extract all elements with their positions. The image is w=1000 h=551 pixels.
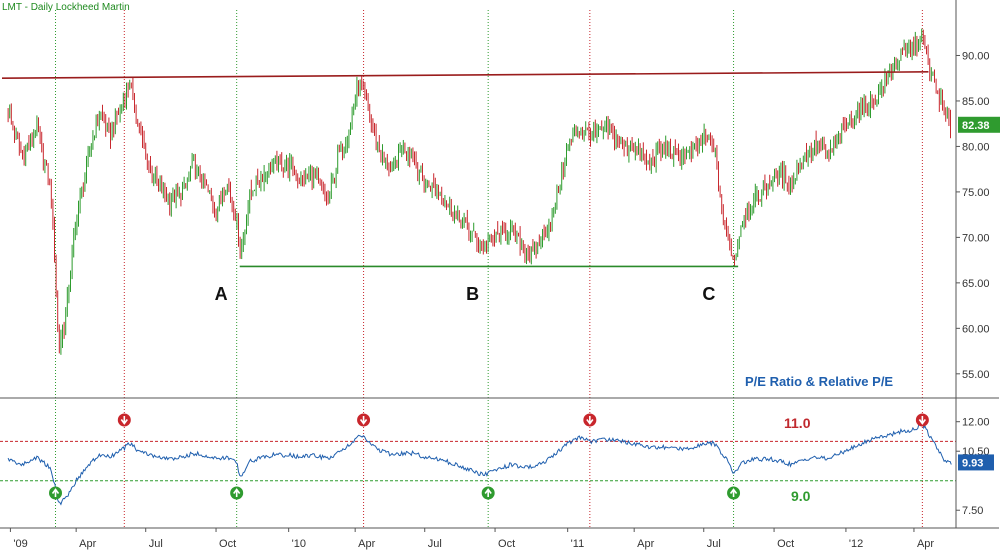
pattern-point-label: A <box>215 284 228 304</box>
price-tick-label: 80.00 <box>962 141 990 153</box>
time-tick-label: Oct <box>498 538 515 550</box>
resistance-line <box>1 71 929 80</box>
sell-signal-marker <box>117 413 131 427</box>
time-tick-label: '09 <box>13 538 27 550</box>
pe-legend-label: P/E Ratio & Relative P/E <box>745 374 893 389</box>
pattern-point-label: C <box>702 284 715 304</box>
time-tick-label: '10 <box>292 538 306 550</box>
last-pe-badge <box>958 454 994 471</box>
sell-signal-marker <box>583 413 597 427</box>
time-tick-label: '11 <box>571 538 585 550</box>
time-tick-label: Jul <box>149 538 163 550</box>
chart-title: LMT - Daily Lockheed Martin <box>2 2 130 13</box>
buy-signal-marker <box>49 486 63 500</box>
lower-pe-level-label: 9.0 <box>791 488 811 504</box>
time-tick-label: '12 <box>849 538 863 550</box>
pe-ratio-line <box>7 420 952 506</box>
pattern-point-label: B <box>466 284 479 304</box>
pe-panel <box>0 413 956 506</box>
down-arrow-icon <box>359 416 368 425</box>
sell-signal-marker <box>915 413 929 427</box>
time-tick-label: Apr <box>79 538 96 550</box>
down-arrow-icon <box>120 416 128 425</box>
price-tick-label: 55.00 <box>962 369 990 381</box>
price-tick-label: 70.00 <box>962 232 990 244</box>
time-tick-label: Jul <box>707 538 721 550</box>
time-tick-label: Apr <box>917 538 934 550</box>
up-arrow-icon <box>51 488 60 497</box>
up-arrow-icon <box>484 488 492 497</box>
time-tick-label: Apr <box>358 538 375 550</box>
price-panel: A B C <box>1 28 952 355</box>
down-arrow-icon <box>586 416 594 425</box>
down-arrow-icon <box>918 416 927 425</box>
pe-tick-label: 12.00 <box>962 417 990 429</box>
price-tick-label: 65.00 <box>962 278 990 290</box>
buy-signal-marker <box>230 486 244 500</box>
price-tick-label: 75.00 <box>962 187 990 199</box>
last-price-badge <box>958 116 1000 133</box>
price-tick-label: 85.00 <box>962 96 990 108</box>
up-arrow-icon <box>729 488 738 497</box>
time-tick-label: Oct <box>777 538 794 550</box>
time-tick-label: Apr <box>637 538 654 550</box>
sell-signal-marker <box>357 413 371 427</box>
buy-signal-marker <box>481 486 495 500</box>
vertical-signal-lines <box>55 10 923 528</box>
up-arrow-icon <box>233 488 241 497</box>
time-tick-label: Oct <box>219 538 236 550</box>
pe-tick-label: 7.50 <box>962 505 983 517</box>
time-tick-label: Jul <box>428 538 442 550</box>
upper-pe-level-label: 11.0 <box>784 415 811 431</box>
price-tick-label: 60.00 <box>962 323 990 335</box>
last-price-value: 82.38 <box>962 120 990 132</box>
price-tick-label: 90.00 <box>962 50 990 62</box>
last-pe-value: 9.93 <box>962 457 983 469</box>
buy-signal-marker <box>727 486 741 500</box>
